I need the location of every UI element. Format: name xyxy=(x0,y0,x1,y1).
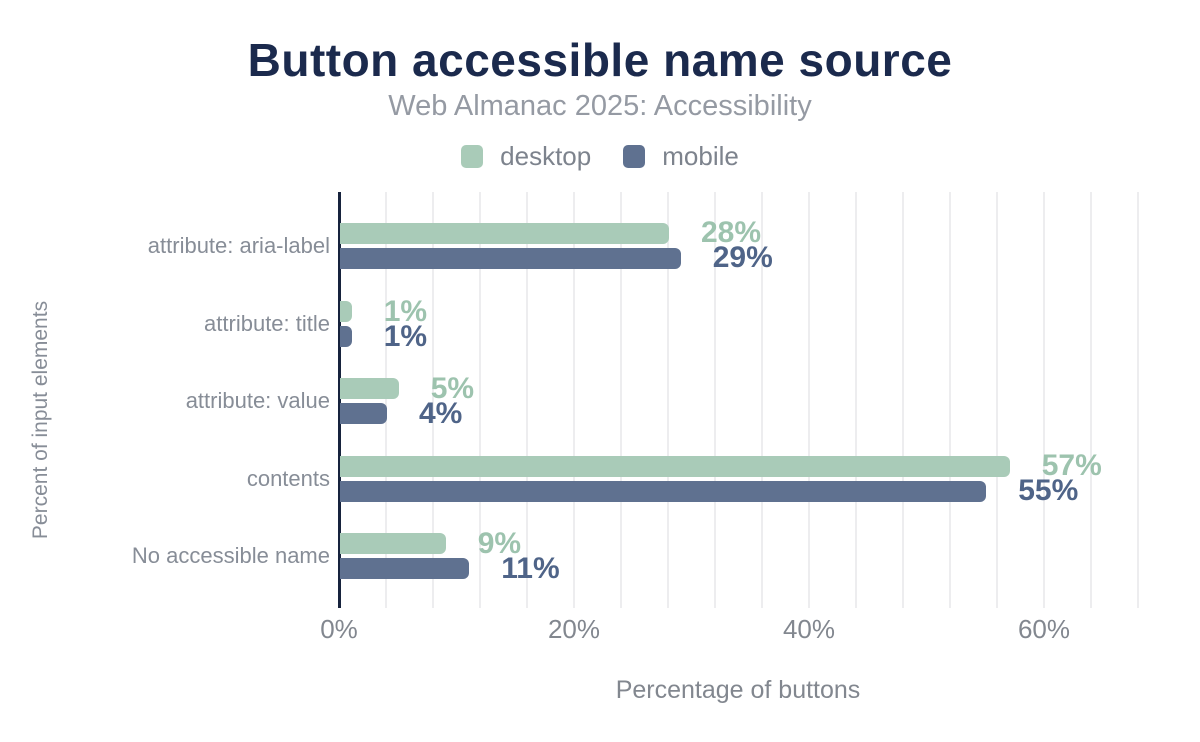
y-axis-title: Percent of input elements xyxy=(29,300,52,540)
chart-title: Button accessible name source xyxy=(247,34,953,86)
gridline xyxy=(432,192,434,608)
bar-desktop-4[interactable] xyxy=(340,533,446,554)
value-label-mobile-3: 55% xyxy=(1018,474,1079,507)
bar-mobile-2[interactable] xyxy=(340,403,387,424)
x-tick-label: 40% xyxy=(782,614,836,644)
gridline xyxy=(808,192,810,608)
gridline xyxy=(667,192,669,608)
value-label-mobile-1: 1% xyxy=(383,319,428,353)
value-label-mobile-4: 11% xyxy=(501,551,560,585)
bar-desktop-2[interactable] xyxy=(340,378,399,399)
x-axis-title: Percentage of buttons xyxy=(615,676,861,704)
bar-desktop-3[interactable] xyxy=(340,455,1010,477)
category-label: attribute: aria-label xyxy=(147,232,330,258)
legend-swatch-mobile xyxy=(623,145,646,168)
gridline xyxy=(996,192,998,608)
category-label: No accessible name xyxy=(131,543,330,568)
bar-desktop-0[interactable] xyxy=(340,222,669,244)
chart-subtitle: Web Almanac 2025: Accessibility xyxy=(388,90,812,122)
gridline xyxy=(1043,192,1045,608)
bar-desktop-1[interactable] xyxy=(340,301,352,322)
legend-item-desktop[interactable]: desktop xyxy=(461,141,591,172)
legend: desktop mobile xyxy=(0,141,1200,172)
gridline xyxy=(526,192,528,608)
legend-swatch-desktop xyxy=(461,145,484,168)
value-label-desktop-2: 5% xyxy=(430,371,475,405)
x-tick-label: 20% xyxy=(547,614,601,644)
gridline xyxy=(479,192,481,608)
gridline xyxy=(1090,192,1092,608)
gridline xyxy=(949,192,951,608)
gridline xyxy=(714,192,716,608)
gridline xyxy=(855,192,857,608)
gridline xyxy=(902,192,904,608)
x-tick-label: 0% xyxy=(320,614,358,644)
value-label-desktop-4: 9% xyxy=(477,526,522,560)
value-label-desktop-0: 28% xyxy=(701,216,762,249)
bar-mobile-0[interactable] xyxy=(340,247,681,269)
category-label: contents xyxy=(246,465,330,491)
legend-label: mobile xyxy=(662,141,739,171)
gridline xyxy=(620,192,622,608)
category-label: attribute: title xyxy=(204,311,330,336)
x-tick-label: 60% xyxy=(1017,614,1071,644)
value-label-mobile-0: 29% xyxy=(712,241,773,274)
value-label-mobile-2: 4% xyxy=(419,396,463,430)
gridline xyxy=(385,192,387,608)
value-label-desktop-3: 57% xyxy=(1041,449,1102,482)
bar-mobile-1[interactable] xyxy=(340,326,352,347)
value-label-desktop-1: 1% xyxy=(383,294,428,328)
bar-mobile-3[interactable] xyxy=(340,480,987,502)
category-label: attribute: value xyxy=(185,388,330,413)
y-axis-line xyxy=(337,192,341,608)
gridline xyxy=(573,192,575,608)
gridline xyxy=(761,192,763,608)
legend-item-mobile[interactable]: mobile xyxy=(623,141,739,172)
gridline xyxy=(1137,192,1139,608)
bar-mobile-4[interactable] xyxy=(340,558,470,579)
legend-label: desktop xyxy=(500,141,592,171)
